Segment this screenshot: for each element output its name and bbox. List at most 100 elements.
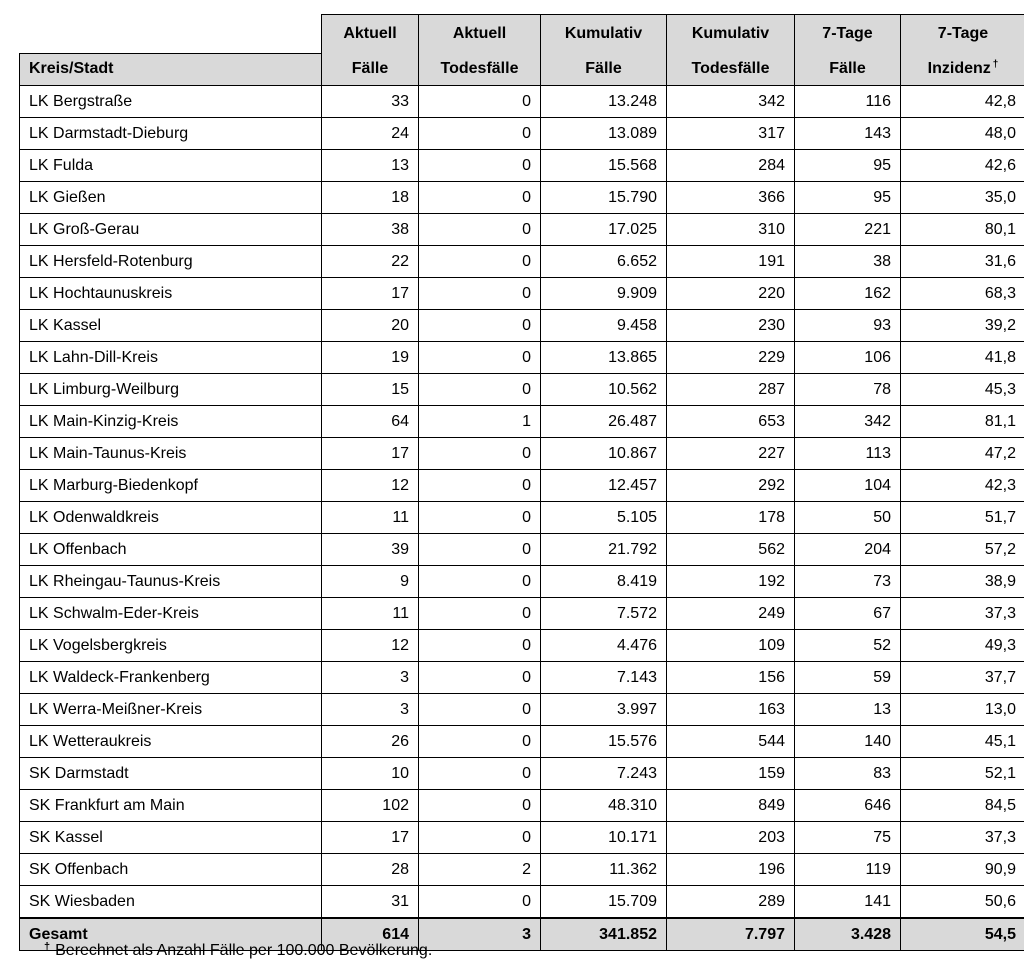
district-name: LK Limburg-Weilburg [19,372,322,406]
table-cell: 38 [794,244,901,278]
footnote-text: Berechnet als Anzahl Fälle per 100.000 B… [55,942,433,959]
table-cell: 17 [321,276,419,310]
table-cell: 26.487 [540,404,667,438]
district-name: LK Groß-Gerau [19,212,322,246]
table-cell: 0 [418,468,541,502]
table-cell: 38,9 [900,564,1024,598]
table-cell: 292 [666,468,795,502]
district-name: LK Gießen [19,180,322,214]
table-cell: 17 [321,820,419,854]
table-cell: 12 [321,468,419,502]
table-cell: 37,3 [900,596,1024,630]
table-cell: 0 [418,276,541,310]
table-cell: 109 [666,628,795,662]
table-cell: 13.865 [540,340,667,374]
table-cell: 84,5 [900,788,1024,822]
table-row: LK Rheingau-Taunus-Kreis 9 0 8.419 192 73 38,9 [19,564,1024,598]
table-cell: 156 [666,660,795,694]
district-name: LK Hochtaunuskreis [19,276,322,310]
table-row: LK Wetteraukreis 26 0 15.576 544 140 45,1 [19,724,1024,758]
table-cell: 8.419 [540,564,667,598]
table-cell: 37,3 [900,820,1024,854]
table-cell: 220 [666,276,795,310]
table-cell: 342 [794,404,901,438]
district-name: LK Wetteraukreis [19,724,322,758]
header-top-col-2: Aktuell [418,14,541,53]
header-top-col-6: 7-Tage [900,14,1024,53]
table-cell: 7.143 [540,660,667,694]
table-cell: 0 [418,628,541,662]
table-cell: 9.458 [540,308,667,342]
table-cell: 26 [321,724,419,758]
table-cell: 80,1 [900,212,1024,246]
district-name: LK Rheingau-Taunus-Kreis [19,564,322,598]
table-cell: 67 [794,596,901,630]
table-header: Aktuell Aktuell Kumulativ Kumulativ 7-Ta… [19,14,1024,86]
header-top-col-5: 7-Tage [794,14,901,53]
table-cell: 81,1 [900,404,1024,438]
table-cell: 45,3 [900,372,1024,406]
table-row: LK Fulda 13 0 15.568 284 95 42,6 [19,148,1024,182]
table-cell: 13 [794,692,901,726]
table-cell: 31,6 [900,244,1024,278]
table-cell: 249 [666,596,795,630]
table-cell: 287 [666,372,795,406]
table-cell: 310 [666,212,795,246]
header-top-col-4: Kumulativ [666,14,795,53]
table-cell: 0 [418,308,541,342]
table-cell: 54,5 [900,916,1024,951]
table-row: LK Hochtaunuskreis 17 0 9.909 220 162 68,3 [19,276,1024,310]
table-cell: 15 [321,372,419,406]
table-cell: 0 [418,820,541,854]
table-cell: 6.652 [540,244,667,278]
table-cell: 116 [794,84,901,118]
table-cell: 3 [321,692,419,726]
table-cell: 849 [666,788,795,822]
table-cell: 59 [794,660,901,694]
table-cell: 15.576 [540,724,667,758]
table-cell: 28 [321,852,419,886]
table-cell: 0 [418,372,541,406]
table-cell: 22 [321,244,419,278]
table-row: SK Offenbach 28 2 11.362 196 119 90,9 [19,852,1024,886]
table-cell: 17.025 [540,212,667,246]
table-cell: 83 [794,756,901,790]
total-label: Gesamt [19,916,322,951]
table-cell: 15.790 [540,180,667,214]
district-name: LK Werra-Meißner-Kreis [19,692,322,726]
table-cell: 48.310 [540,788,667,822]
header-top-blank [19,14,322,54]
district-name: SK Kassel [19,820,322,854]
table-cell: 42,3 [900,468,1024,502]
table-cell: 4.476 [540,628,667,662]
table-cell: 0 [418,84,541,118]
table-cell: 0 [418,692,541,726]
table-row: SK Wiesbaden 31 0 15.709 289 141 50,6 [19,884,1024,918]
table-cell: 0 [418,340,541,374]
table-cell: 10.867 [540,436,667,470]
table-body: LK Bergstraße 33 0 13.248 342 116 42,8 LK Darms… [19,84,1024,951]
district-name: LK Fulda [19,148,322,182]
header-bottom-col-2: Todesfälle [418,53,541,86]
district-name: SK Offenbach [19,852,322,886]
table-cell: 289 [666,884,795,918]
district-name: LK Main-Taunus-Kreis [19,436,322,470]
table-cell: 90,9 [900,852,1024,886]
table-cell: 9.909 [540,276,667,310]
table-row: LK Schwalm-Eder-Kreis 11 0 7.572 249 67 37,3 [19,596,1024,630]
header-row-top: Aktuell Aktuell Kumulativ Kumulativ 7-Ta… [19,14,1024,54]
table-cell: 0 [418,436,541,470]
table-cell: 73 [794,564,901,598]
table-row: LK Odenwaldkreis 11 0 5.105 178 50 51,7 [19,500,1024,534]
table-cell: 204 [794,532,901,566]
total-row: Gesamt 614 3 341.852 7.797 3.428 54,5 [19,916,1024,951]
table-cell: 143 [794,116,901,150]
table-row: LK Werra-Meißner-Kreis 3 0 3.997 163 13 13,0 [19,692,1024,726]
table-cell: 646 [794,788,901,822]
table-cell: 20 [321,308,419,342]
district-name: LK Schwalm-Eder-Kreis [19,596,322,630]
table-cell: 229 [666,340,795,374]
table-cell: 2 [418,852,541,886]
table-cell: 140 [794,724,901,758]
table-cell: 93 [794,308,901,342]
